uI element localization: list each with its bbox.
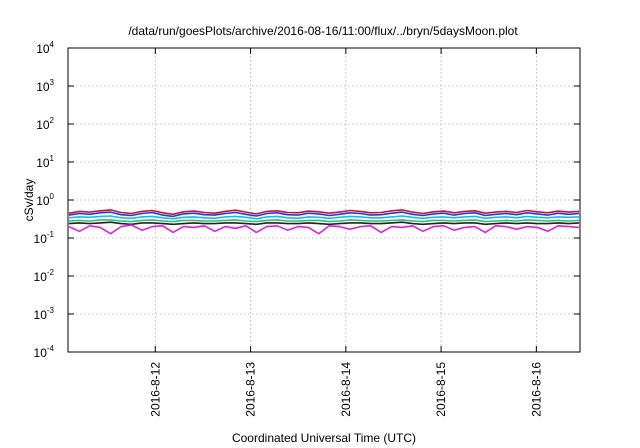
- y-tick-label: 10-3: [34, 306, 55, 322]
- y-tick-label: 10-4: [34, 344, 55, 360]
- chart-title: /data/run/goesPlots/archive/2016-08-16/1…: [128, 24, 518, 38]
- x-tick-label: 2016-8-13: [244, 362, 258, 417]
- grid: [68, 48, 580, 352]
- y-tick-label: 104: [36, 40, 54, 56]
- y-tick-label: 103: [36, 78, 54, 94]
- y-tick-label: 10-1: [34, 230, 55, 246]
- series-line: [68, 209, 580, 216]
- x-tick-label: 2016-8-15: [434, 362, 448, 417]
- series-line: [68, 221, 580, 226]
- series-line: [68, 224, 580, 235]
- y-tick-label: 102: [36, 116, 54, 132]
- x-ticks: 2016-8-12 2016-8-13 2016-8-14 2016-8-15 2016…: [148, 48, 543, 417]
- x-axis-label: Coordinated Universal Time (UTC): [232, 431, 416, 445]
- series-line: [68, 219, 580, 223]
- y-tick-label: 101: [36, 154, 54, 170]
- y-axis-label: cSv/day: [22, 179, 36, 222]
- x-tick-label: 2016-8-14: [339, 362, 353, 417]
- y-tick-label: 100: [36, 192, 54, 208]
- series-layer: [68, 209, 580, 235]
- series-line: [68, 215, 580, 220]
- y-tick-label: 10-2: [34, 268, 55, 284]
- x-tick-label: 2016-8-16: [529, 362, 543, 417]
- x-tick-label: 2016-8-12: [148, 362, 162, 417]
- y-ticks: 10-4 10-3 10-2 10-1 100 101 102 103 104: [34, 40, 580, 360]
- series-line: [68, 211, 580, 218]
